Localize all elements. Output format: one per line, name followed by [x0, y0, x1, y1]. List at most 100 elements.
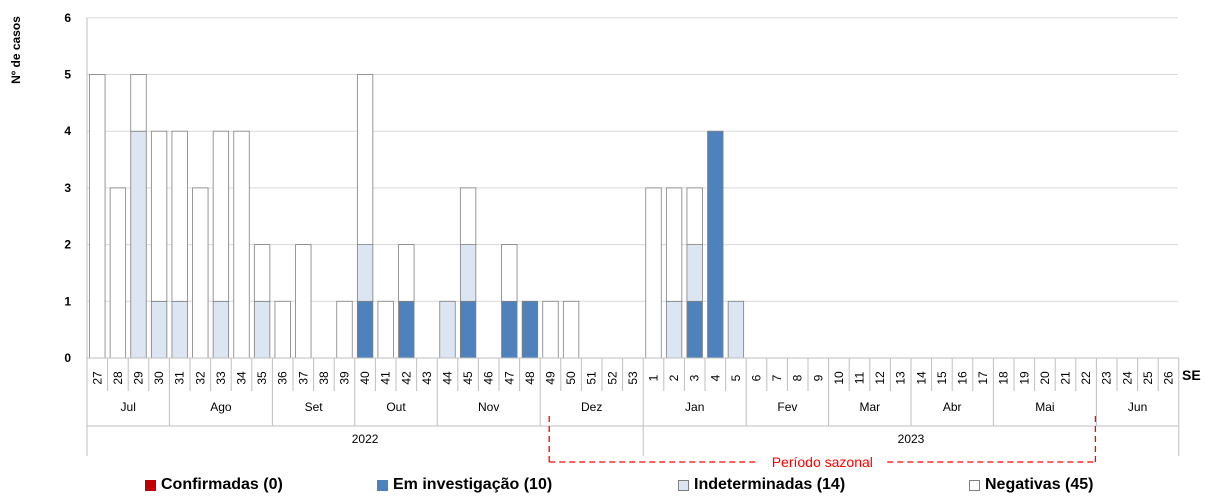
week-label: 17 — [976, 371, 990, 385]
week-label: 25 — [1141, 371, 1155, 385]
bar-segment — [542, 300, 559, 359]
bars — [89, 74, 745, 359]
y-tick-label: 3 — [64, 181, 71, 195]
week-label: 50 — [564, 371, 578, 385]
week-label: 11 — [853, 371, 867, 384]
x-axis-title: SE — [1182, 367, 1201, 383]
bar-segment — [645, 187, 662, 359]
month-label: Jan — [685, 400, 704, 414]
month-label: Set — [305, 400, 324, 414]
bar-segment — [212, 130, 230, 302]
week-label: 39 — [338, 371, 352, 385]
bar-segment — [665, 300, 683, 359]
legend-item-negativas: Negativas (45) — [969, 476, 1094, 494]
bar-segment — [501, 300, 518, 359]
bar-segment — [356, 244, 374, 302]
grid-lines — [87, 17, 1178, 302]
month-label: Dez — [581, 400, 602, 414]
week-label: 7 — [770, 374, 784, 381]
legend-label-indeterminadas: Indeterminadas (14) — [694, 476, 846, 493]
month-label: Mar — [859, 400, 880, 414]
bar-segment — [521, 300, 539, 359]
legend-swatch-em-investigacao — [377, 479, 388, 491]
bar-segment — [686, 187, 703, 245]
week-label: 41 — [379, 371, 393, 385]
legend-swatch-negativas — [969, 479, 980, 491]
week-label: 5 — [729, 374, 743, 381]
bar-segment — [356, 74, 374, 246]
week-label: 27 — [90, 371, 104, 385]
month-label: Fev — [777, 400, 797, 414]
week-label: 35 — [255, 371, 269, 385]
bar-segment — [150, 130, 168, 302]
month-label: Jun — [1128, 400, 1147, 414]
bar-segment — [501, 244, 518, 302]
week-label: 4 — [708, 374, 722, 381]
seasonal-period-label: Período sazonal — [772, 454, 873, 470]
bar-segment — [150, 300, 168, 359]
week-label: 24 — [1120, 371, 1134, 385]
month-label: Mai — [1035, 400, 1054, 414]
week-label: 45 — [461, 371, 475, 385]
week-label: 2 — [667, 374, 681, 381]
y-tick-label: 6 — [64, 11, 71, 25]
bar-segment — [130, 130, 147, 359]
bar-segment — [377, 300, 394, 359]
week-label: 47 — [502, 371, 516, 385]
bar-segment — [356, 300, 374, 359]
month-label: Out — [386, 400, 406, 414]
week-label: 38 — [317, 371, 331, 385]
bar-segment — [727, 300, 745, 359]
legend: Confirmadas (0) Em investigação (10) Ind… — [0, 476, 1205, 500]
y-tick-label: 0 — [64, 351, 71, 365]
bar-segment — [686, 300, 703, 359]
legend-item-indeterminadas: Indeterminadas (14) — [678, 476, 845, 494]
legend-label-confirmadas: Confirmadas (0) — [161, 476, 283, 493]
week-label: 31 — [173, 371, 187, 385]
week-label: 37 — [296, 371, 310, 385]
bar-segment — [253, 244, 271, 302]
week-label: 8 — [791, 374, 805, 381]
week-label: 46 — [482, 371, 496, 385]
week-label: 15 — [935, 371, 949, 385]
bar-segment — [171, 300, 188, 359]
week-label: 28 — [111, 371, 125, 385]
bar-segment — [109, 187, 127, 359]
bar-segment — [253, 300, 271, 359]
week-label: 30 — [152, 371, 166, 385]
month-label: Abr — [943, 400, 962, 414]
week-label: 16 — [956, 371, 970, 385]
legend-swatch-indeterminadas — [678, 479, 689, 491]
week-label: 21 — [1059, 371, 1073, 385]
y-axis-title: Nº de casos — [9, 16, 23, 84]
week-label: 42 — [399, 371, 413, 385]
bar-segment — [295, 244, 312, 359]
month-label: Jul — [121, 400, 136, 414]
bar-segment — [130, 74, 147, 132]
week-label: 49 — [544, 371, 558, 385]
week-label: 53 — [626, 371, 640, 385]
legend-item-confirmadas: Confirmadas (0) — [145, 476, 283, 494]
week-label: 44 — [441, 371, 455, 385]
bar-segment — [398, 300, 415, 359]
week-label: 9 — [811, 374, 825, 381]
month-label: Nov — [478, 400, 499, 414]
week-label: 48 — [523, 371, 537, 385]
week-label: 20 — [1038, 371, 1052, 385]
week-label: 12 — [873, 371, 887, 385]
legend-swatch-confirmadas — [145, 479, 156, 491]
y-tick-label: 5 — [64, 68, 71, 82]
week-label: 34 — [235, 371, 249, 385]
bar-segment — [562, 300, 580, 359]
week-label: 40 — [358, 371, 372, 385]
week-label: 43 — [420, 371, 434, 385]
week-label: 3 — [688, 374, 702, 381]
week-label: 19 — [1017, 371, 1031, 385]
y-tick-label: 4 — [64, 124, 71, 138]
bar-segment — [459, 187, 477, 245]
week-label: 33 — [214, 371, 228, 385]
week-label: 10 — [832, 371, 846, 385]
week-label: 14 — [914, 371, 928, 385]
